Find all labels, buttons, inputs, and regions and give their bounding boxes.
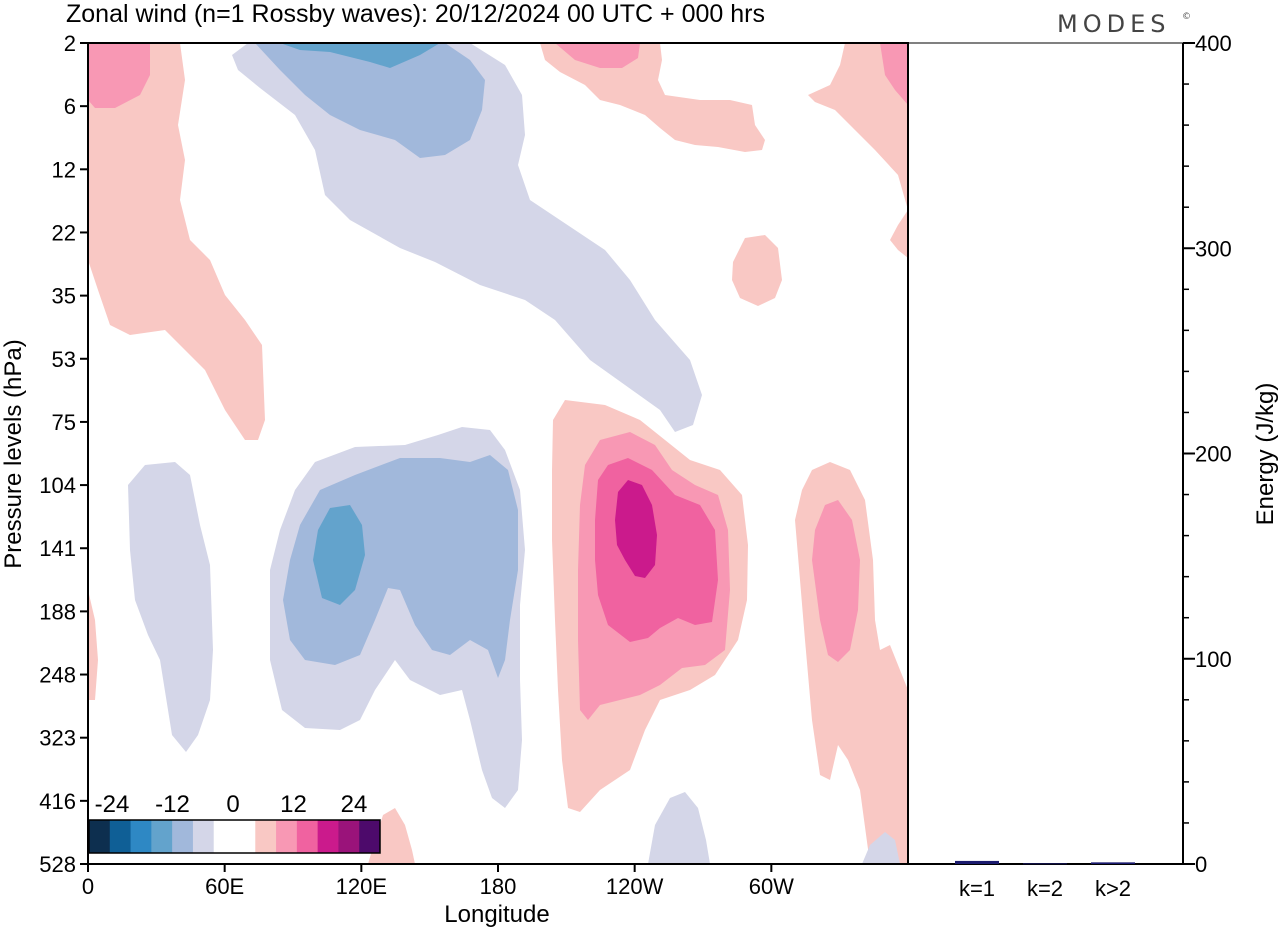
x-tick-label: 120W (606, 874, 664, 899)
contour-fills (88, 43, 908, 864)
energy-category-label: k=2 (1027, 876, 1063, 901)
energy-bar (1023, 863, 1067, 865)
colorbar-cell (255, 820, 277, 853)
y-tick-label: 188 (39, 599, 76, 624)
colorbar-cell (130, 820, 152, 853)
energy-axis-label: Energy (J/kg) (1252, 383, 1279, 526)
energy-category-label: k>2 (1095, 876, 1131, 901)
colorbar-cell (213, 820, 235, 853)
colorbar-cells (89, 820, 381, 853)
colorbar-tick-label: -24 (95, 791, 130, 818)
contour-negative-bottom-b (862, 832, 900, 864)
contour-positive-upper-mid (540, 43, 765, 152)
y-tick-label: 22 (52, 220, 76, 245)
energy-tick-label: 200 (1195, 442, 1232, 467)
y-tick-label: 53 (52, 347, 76, 372)
colorbar-cell (296, 820, 319, 853)
longitude-axis: 0 60E 120E 180 120W 60W (82, 864, 794, 899)
contour-negative-upper-core (255, 43, 485, 158)
energy-tick-label: 300 (1195, 236, 1232, 261)
x-tick-label: 60E (205, 874, 244, 899)
energy-category-label: k=1 (959, 876, 995, 901)
contour-panel: -24 -12 0 12 24 (87, 42, 909, 865)
y-tick-label: 75 (52, 410, 76, 435)
contour-positive-upper-right-core (880, 43, 908, 105)
x-tick-label: 120E (336, 874, 387, 899)
colorbar-cell (317, 820, 339, 853)
y-tick-label: 248 (39, 663, 76, 688)
brand-mark: © (1182, 12, 1191, 22)
contour-positive-left-band (88, 43, 265, 440)
contour-negative-upper-band (232, 43, 702, 432)
y-tick-label: 12 (52, 157, 76, 182)
energy-tick-label: 400 (1195, 31, 1232, 56)
x-tick-label: 60W (749, 874, 794, 899)
colorbar-cell (151, 820, 173, 853)
x-tick-label: 0 (82, 874, 94, 899)
energy-tick-label: 0 (1195, 852, 1207, 877)
colorbar-cell (276, 820, 298, 853)
contour-negative-upper-peak (280, 43, 440, 68)
y-tick-label: 35 (52, 284, 76, 309)
colorbar-cell (338, 820, 360, 853)
energy-bar (1091, 862, 1135, 864)
colorbar-tick-label: -12 (155, 791, 190, 818)
energy-bars: k=1 k=2 k>2 (955, 860, 1135, 901)
chart-title: Zonal wind (n=1 Rossby waves): 20/12/202… (66, 0, 765, 28)
y-tick-label: 528 (39, 852, 76, 877)
colorbar-cell (172, 820, 194, 853)
colorbar-cell (359, 820, 381, 853)
y-tick-label: 141 (39, 536, 76, 561)
contour-negative-lower-peak (313, 505, 365, 605)
contour-positive-lower-peak (615, 480, 657, 578)
contour-positive-right-edge (890, 210, 908, 258)
contour-positive-upper-mid-core (555, 43, 640, 68)
y-tick-label: 2 (64, 31, 76, 56)
colorbar-tick-label: 24 (341, 791, 368, 818)
colorbar-tick-label: 12 (280, 791, 307, 818)
contour-positive-left-edge (88, 590, 98, 700)
colorbar-tick-label: 0 (226, 791, 239, 818)
y-tick-label: 104 (39, 473, 76, 498)
colorbar-cell (109, 820, 132, 853)
colorbar: -24 -12 0 12 24 (88, 791, 381, 854)
contour-negative-bottom-a (648, 792, 710, 864)
y-tick-label: 323 (39, 726, 76, 751)
pressure-axis: 2 6 12 22 35 53 75 104 141 188 248 323 416 528 (39, 31, 88, 877)
contour-positive-lower-right-core (812, 500, 860, 662)
x-tick-label: 180 (480, 874, 517, 899)
energy-tick-label: 100 (1195, 647, 1232, 672)
y-axis-label: Pressure levels (hPa) (0, 339, 27, 568)
energy-bar (955, 860, 999, 864)
contour-positive-left-core (88, 43, 150, 108)
colorbar-cell (234, 820, 256, 853)
colorbar-tick-labels: -24 -12 0 12 24 (95, 791, 368, 818)
contour-negative-lower-left (128, 462, 213, 752)
y-tick-label: 416 (39, 789, 76, 814)
colorbar-cell (192, 820, 215, 853)
brand-logo: MODES (1057, 10, 1170, 38)
x-axis-label: Longitude (444, 901, 549, 928)
contour-positive-small-blob (732, 235, 782, 306)
colorbar-cell (89, 820, 111, 853)
energy-panel: k=1 k=2 k>2 0 100 200 300 400 Energy (J/kg) (908, 31, 1279, 901)
contour-positive-upper-right (808, 43, 908, 210)
y-tick-label: 6 (64, 94, 76, 119)
energy-axis: 0 100 200 300 400 (1183, 31, 1232, 877)
